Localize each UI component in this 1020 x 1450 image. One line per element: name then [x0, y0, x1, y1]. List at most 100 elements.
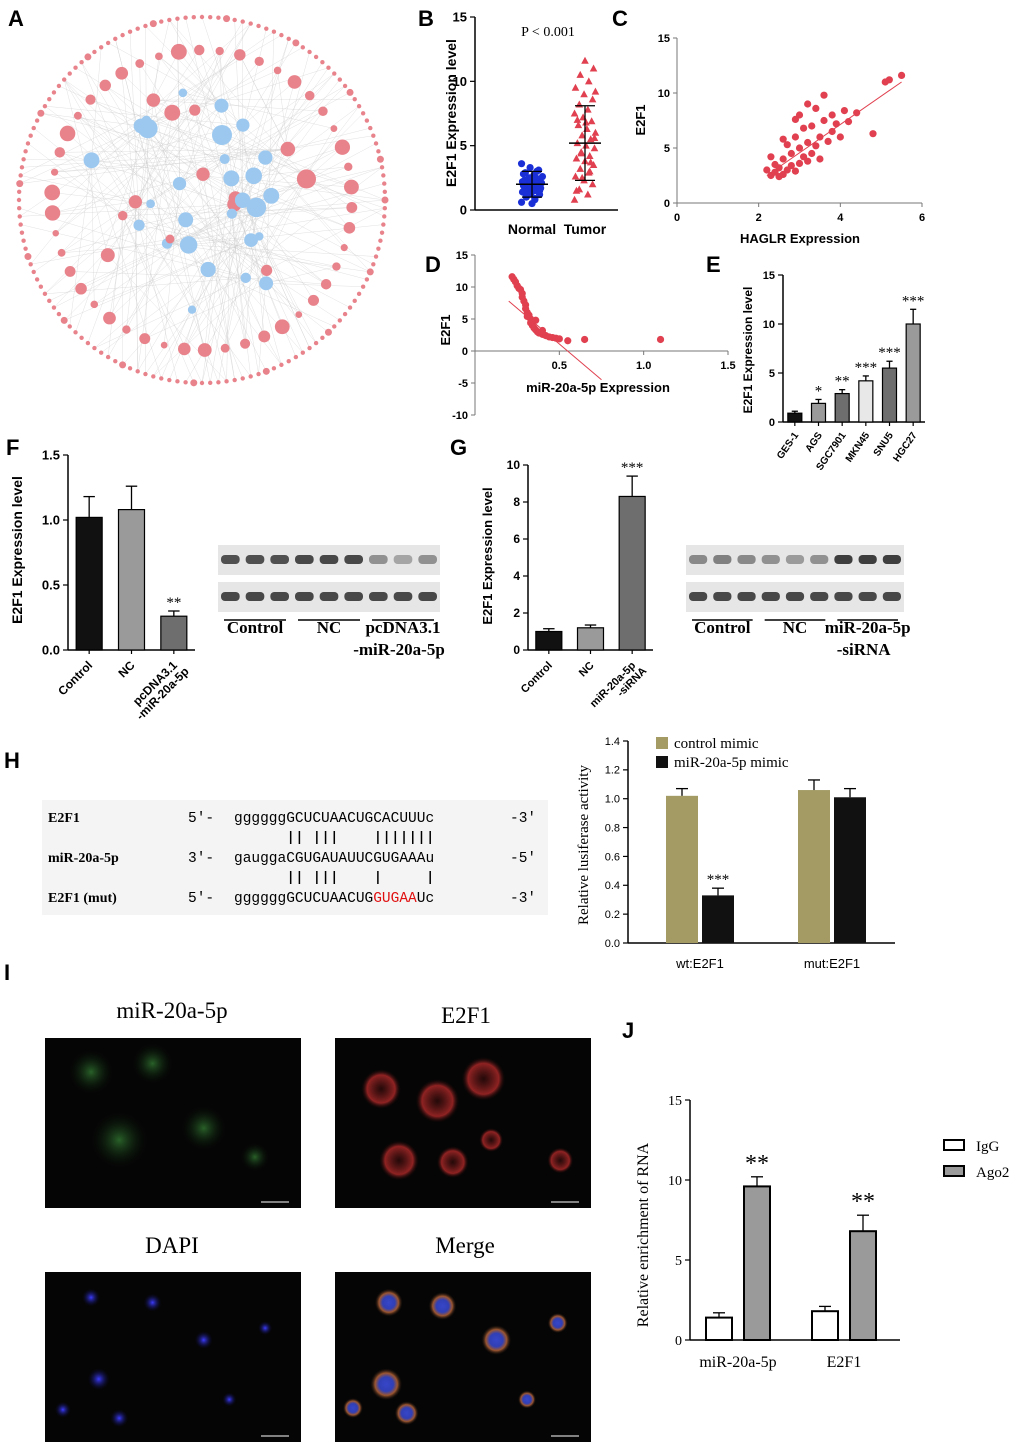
network-edge	[81, 62, 136, 202]
blot-band	[270, 592, 289, 601]
network-node	[263, 187, 280, 204]
cell	[342, 1398, 363, 1418]
x-tick-label: 4	[837, 212, 844, 224]
network-node	[84, 53, 92, 61]
blot-band	[713, 555, 732, 564]
microscopy-title: E2F1	[441, 1003, 491, 1028]
y-tick-label: 15	[453, 10, 467, 25]
blot-lane-label: Control	[227, 618, 284, 637]
network-node	[122, 325, 131, 334]
network-node	[117, 210, 128, 221]
network-node	[214, 98, 229, 113]
bar	[702, 895, 734, 943]
network-node	[38, 284, 44, 289]
cell	[374, 1288, 403, 1317]
network-node	[19, 230, 25, 235]
microscopy-title: DAPI	[145, 1233, 199, 1258]
network-edge	[140, 125, 267, 372]
western-blot-g: Control NC miR-20a-5p -siRNA	[686, 545, 911, 659]
network-node	[28, 133, 33, 138]
network-node	[240, 272, 251, 284]
data-point	[779, 135, 787, 143]
network-node	[165, 234, 175, 244]
network-edge	[109, 125, 142, 319]
blot-band	[270, 555, 289, 564]
network-edge	[169, 51, 220, 240]
blot-band	[369, 555, 388, 564]
network-edge	[91, 47, 102, 161]
network-node	[175, 379, 180, 384]
data-point	[812, 142, 820, 150]
network-node	[37, 109, 45, 117]
network-node	[295, 311, 303, 318]
cell	[194, 1331, 213, 1349]
y-tick-label: 1.5	[42, 448, 60, 463]
network-edge	[139, 63, 173, 113]
panel-label-h: H	[4, 748, 20, 773]
network-edge	[185, 207, 352, 220]
network-node	[271, 366, 277, 371]
data-point	[575, 100, 584, 108]
data-point	[585, 151, 594, 159]
network-node	[61, 77, 67, 82]
blot-band	[319, 555, 339, 564]
network-node	[160, 341, 168, 349]
network-node	[178, 342, 191, 356]
network-node	[364, 118, 370, 123]
network-node	[244, 233, 258, 247]
data-point	[588, 95, 597, 103]
x-category-label: HGC27	[891, 430, 919, 464]
network-node	[175, 16, 180, 21]
network-edge	[153, 148, 288, 377]
network-edge	[107, 23, 251, 256]
y-tick-label: 10	[453, 74, 467, 89]
network-edge	[59, 148, 288, 153]
data-point	[586, 158, 595, 166]
y-tick-label: 0.8	[605, 822, 620, 834]
network-node	[256, 23, 261, 29]
network-node	[18, 222, 23, 227]
network-node	[346, 202, 358, 213]
network-node	[307, 49, 312, 55]
network-edge	[242, 81, 295, 126]
network-node	[164, 104, 181, 121]
y-tick-label: 8	[513, 495, 520, 509]
network-node	[340, 244, 348, 252]
network-node	[352, 298, 357, 304]
network-node	[300, 350, 306, 355]
data-point	[791, 167, 800, 175]
data-point	[518, 178, 527, 186]
network-node	[234, 49, 246, 61]
network-edge	[277, 70, 288, 150]
network-node	[119, 361, 127, 369]
blot-band	[245, 592, 265, 601]
network-edge	[153, 99, 323, 112]
chart-g: 0 2 4 6 8 10 E2F1 Expression level Control NC ***…	[480, 458, 653, 710]
network-node	[320, 279, 332, 290]
network-node	[64, 265, 76, 277]
network-node	[190, 379, 198, 387]
data-point	[853, 109, 861, 117]
network-edge	[108, 42, 222, 106]
bar	[743, 1185, 771, 1342]
data-point	[779, 155, 787, 163]
significance-stars: **	[851, 1189, 875, 1215]
significance-stars: ***	[855, 360, 878, 376]
network-node	[143, 23, 148, 29]
network-node	[332, 71, 337, 76]
network-node	[240, 338, 251, 349]
y-tick-label: 15	[763, 270, 775, 282]
network-node	[21, 238, 26, 243]
network-node	[52, 229, 59, 237]
data-point	[580, 90, 588, 98]
blot-band	[393, 592, 413, 601]
x-tick-label: 1.5	[720, 360, 735, 372]
network-edge	[146, 120, 352, 188]
network-edge	[40, 113, 141, 127]
data-point	[767, 153, 775, 161]
data-point	[582, 118, 590, 126]
data-point	[519, 170, 528, 178]
network-node	[280, 141, 296, 157]
cell	[91, 1112, 148, 1168]
blot-band	[221, 592, 240, 601]
